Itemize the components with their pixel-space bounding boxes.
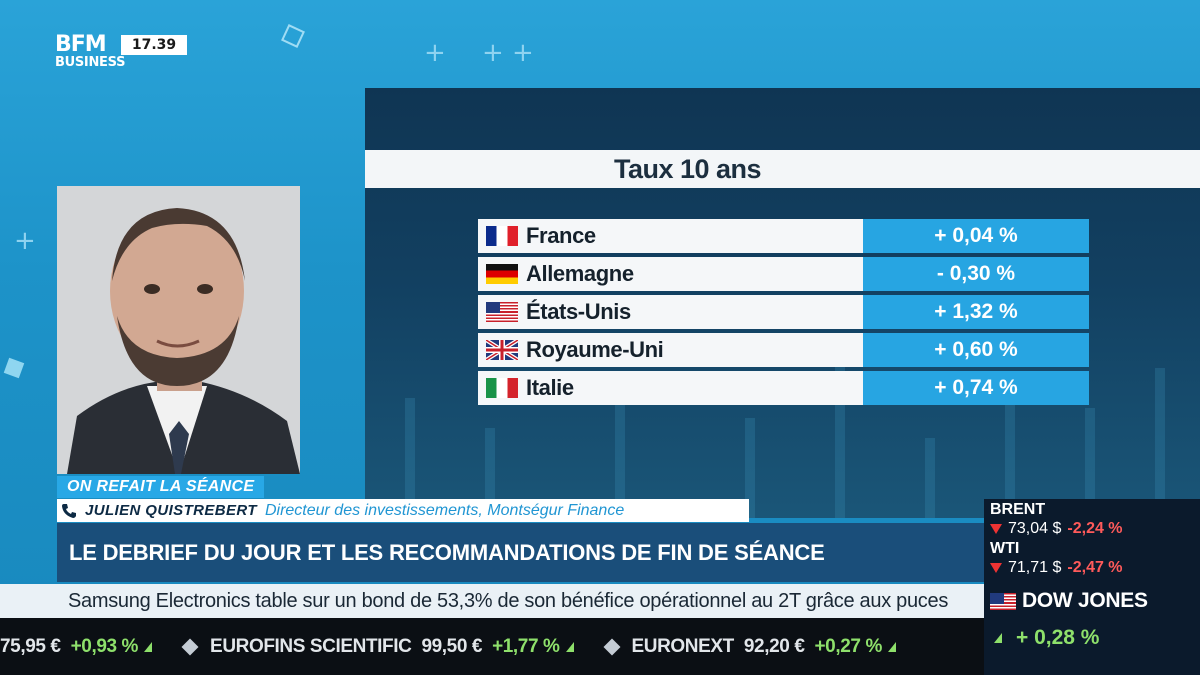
rate-value: + 0,60 % bbox=[863, 333, 1089, 367]
background-bar bbox=[745, 418, 755, 518]
rate-value: + 1,32 % bbox=[863, 295, 1089, 329]
logo-text: BFM bbox=[55, 32, 107, 57]
country-cell: Italie bbox=[478, 371, 863, 405]
background-bar bbox=[405, 398, 415, 518]
ticker-name: EURONEXT bbox=[631, 635, 735, 657]
wti-quote: WTI 71,71 $ -2,47 % bbox=[984, 540, 1200, 578]
up-arrow-icon bbox=[887, 641, 896, 652]
decorative-square-icon bbox=[281, 24, 305, 48]
country-name: Allemagne bbox=[526, 261, 634, 286]
index-change-row: + 0,28 % bbox=[984, 618, 1200, 658]
brent-label: BRENT bbox=[990, 501, 1046, 518]
guest-photo bbox=[57, 186, 300, 474]
news-ticker: Samsung Electronics table sur un bond de… bbox=[0, 584, 984, 618]
brent-change: -2,24 % bbox=[1067, 520, 1123, 537]
usa-flag-icon bbox=[990, 592, 1016, 610]
germany-flag-icon bbox=[486, 264, 518, 284]
rate-value: + 0,04 % bbox=[863, 219, 1089, 253]
index-quote: DOW JONES bbox=[984, 584, 1200, 618]
ticker-price: 75,95 € bbox=[0, 635, 61, 657]
down-arrow-icon bbox=[990, 563, 1002, 573]
country-name: Italie bbox=[526, 375, 574, 400]
separator-icon bbox=[603, 638, 621, 655]
decorative-square-icon bbox=[3, 357, 25, 379]
decorative-cross-icon: + bbox=[14, 226, 36, 256]
country-cell: Royaume-Uni bbox=[478, 333, 863, 367]
stock-ticker: 75,95 € +0,93 % EUROFINS SCIENTIFIC 99,5… bbox=[0, 618, 984, 675]
index-change: + 0,28 % bbox=[1016, 626, 1100, 649]
up-arrow-icon bbox=[144, 641, 153, 652]
ticker-change: +0,27 % bbox=[814, 635, 882, 657]
brent-values: 73,04 $ -2,24 % bbox=[990, 519, 1200, 539]
background-bar bbox=[615, 378, 625, 518]
background-bar bbox=[835, 358, 845, 518]
background-bar bbox=[1155, 368, 1165, 518]
country-name: Royaume-Uni bbox=[526, 337, 664, 362]
table-row: France + 0,04 % bbox=[478, 219, 1089, 253]
ticker-change: +1,77 % bbox=[492, 635, 560, 657]
channel-logo: BFM BUSINESS bbox=[55, 34, 125, 70]
ticker-item: 75,95 € +0,93 % bbox=[0, 636, 158, 658]
guest-portrait bbox=[57, 186, 300, 474]
uk-flag-icon bbox=[486, 340, 518, 360]
rates-table: France + 0,04 % Allemagne - 0,30 % États… bbox=[478, 219, 1089, 409]
guest-caption-bar: JULIEN QUISTREBERT Directeur des investi… bbox=[57, 499, 749, 522]
ticker-price: 99,50 € bbox=[421, 635, 483, 657]
background-bar bbox=[1085, 408, 1095, 518]
down-arrow-icon bbox=[990, 524, 1002, 534]
clock: 17.39 bbox=[121, 35, 187, 55]
country-cell: États-Unis bbox=[478, 295, 863, 329]
background-bar bbox=[1005, 388, 1015, 518]
headline: LE DEBRIEF DU JOUR ET LES RECOMMANDATION… bbox=[57, 523, 984, 582]
italy-flag-icon bbox=[486, 378, 518, 398]
decorative-cross-icon: + bbox=[512, 38, 534, 68]
phone-icon bbox=[57, 499, 81, 522]
brent-quote: BRENT 73,04 $ -2,24 % bbox=[984, 501, 1200, 539]
table-row: Italie + 0,74 % bbox=[478, 371, 1089, 405]
table-title: Taux 10 ans bbox=[365, 150, 1200, 188]
up-arrow-icon bbox=[565, 641, 574, 652]
country-name: États-Unis bbox=[526, 299, 631, 324]
index-name: DOW JONES bbox=[1022, 589, 1148, 612]
table-row: États-Unis + 1,32 % bbox=[478, 295, 1089, 329]
logo-subtext: BUSINESS bbox=[55, 55, 126, 70]
country-cell: France bbox=[478, 219, 863, 253]
brent-price: 73,04 $ bbox=[1008, 520, 1062, 537]
guest-name: JULIEN QUISTREBERT bbox=[85, 502, 257, 519]
ticker-item: EURONEXT 92,20 € +0,27 % bbox=[632, 636, 902, 658]
show-name-tag: ON REFAIT LA SÉANCE bbox=[57, 476, 265, 498]
decorative-cross-icon: + bbox=[424, 38, 446, 68]
wti-values: 71,71 $ -2,47 % bbox=[990, 558, 1200, 578]
usa-flag-icon bbox=[486, 302, 518, 322]
ticker-name: EUROFINS SCIENTIFIC bbox=[210, 635, 412, 657]
background-bar bbox=[925, 438, 935, 518]
country-cell: Allemagne bbox=[478, 257, 863, 291]
table-row: Allemagne - 0,30 % bbox=[478, 257, 1089, 291]
wti-change: -2,47 % bbox=[1067, 559, 1123, 576]
separator-icon bbox=[181, 638, 199, 655]
france-flag-icon bbox=[486, 226, 518, 246]
up-arrow-icon bbox=[994, 633, 1002, 643]
wti-label: WTI bbox=[990, 540, 1020, 557]
country-name: France bbox=[526, 223, 596, 248]
rate-value: - 0,30 % bbox=[863, 257, 1089, 291]
background-bar bbox=[485, 428, 495, 518]
rate-value: + 0,74 % bbox=[863, 371, 1089, 405]
ticker-price: 92,20 € bbox=[743, 635, 805, 657]
table-row: Royaume-Uni + 0,60 % bbox=[478, 333, 1089, 367]
wti-price: 71,71 $ bbox=[1008, 559, 1062, 576]
ticker-change: +0,93 % bbox=[70, 635, 139, 657]
decorative-cross-icon: + bbox=[482, 38, 504, 68]
ticker-item: EUROFINS SCIENTIFIC 99,50 € +1,77 % bbox=[210, 636, 579, 658]
guest-role: Directeur des investissements, Montségur… bbox=[264, 501, 625, 519]
